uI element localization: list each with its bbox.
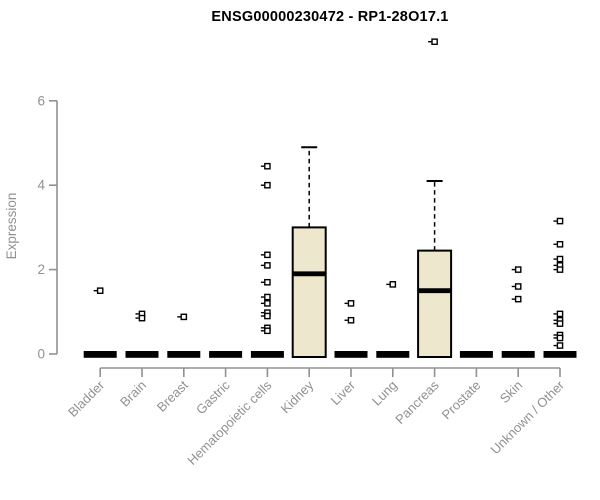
outlier-point [260, 162, 271, 170]
outlier-point [344, 300, 355, 307]
outlier-point [260, 300, 271, 307]
outlier-point [553, 266, 564, 273]
outlier-point [260, 293, 271, 301]
outlier-point [386, 281, 397, 288]
collapsed-box-bar [83, 351, 117, 358]
x-category-label-brain: Brain [117, 378, 149, 410]
boxplot-kidney [291, 146, 327, 358]
outlier-point [135, 314, 146, 322]
collapsed-box-bar [543, 351, 577, 358]
outlier-point [553, 240, 564, 248]
outlier-point [511, 283, 522, 290]
outlier-point [260, 181, 271, 189]
chart-title: ENSG00000230472 - RP1-28O17.1 [211, 9, 449, 25]
outlier-point [553, 217, 564, 225]
boxplot-hematopoietic-cells [250, 162, 284, 358]
boxplot-unknown-other [543, 217, 577, 358]
outlier-point [553, 342, 564, 349]
collapsed-box-bar [501, 351, 535, 358]
x-category-label-skin: Skin [497, 378, 525, 406]
collapsed-box-bar [125, 351, 159, 358]
outlier-point [93, 287, 104, 295]
boxplot-gastric [209, 351, 243, 358]
collapsed-box-bar [209, 351, 243, 358]
boxplot-skin [501, 266, 535, 358]
outlier-point [260, 312, 271, 320]
outlier-point [553, 310, 564, 318]
outlier-point [553, 255, 564, 263]
x-category-label-lung: Lung [369, 378, 400, 409]
x-category-label-breast: Breast [154, 377, 191, 414]
collapsed-box-bar [459, 351, 493, 358]
iqr-box [417, 249, 453, 358]
x-category-label-liver: Liver [328, 377, 359, 408]
x-category-label-gastric: Gastric [193, 377, 233, 417]
outlier-point [344, 316, 355, 324]
outlier-point [553, 320, 564, 327]
x-category-label-prostate: Prostate [439, 378, 484, 423]
x-category-label-kidney: Kidney [278, 377, 317, 416]
outlier-point [553, 334, 564, 342]
boxplot-brain [125, 310, 159, 358]
boxplot-prostate [459, 351, 493, 358]
y-tick-label: 0 [37, 347, 45, 362]
y-axis-label: Expression [4, 193, 19, 260]
y-axis: 0 2 4 6 [37, 93, 58, 362]
collapsed-box-bar [167, 351, 201, 358]
outlier-point [260, 327, 271, 335]
outlier-point [260, 251, 271, 259]
x-category-label-unknown-other: Unknown / Other [488, 377, 568, 457]
outlier-point [428, 38, 438, 46]
y-tick-label: 4 [37, 178, 45, 193]
y-tick-label: 6 [37, 93, 45, 108]
outlier-point [260, 278, 271, 286]
boxplot-lung [376, 281, 410, 358]
outlier-point [260, 262, 271, 269]
iqr-box [291, 226, 327, 358]
boxplot-bladder [83, 287, 117, 358]
outlier-point [511, 295, 522, 303]
y-tick-label: 2 [37, 262, 45, 277]
boxplot-breast [167, 313, 201, 358]
boxplot-liver [334, 300, 368, 358]
x-category-label-bladder: Bladder [65, 377, 108, 420]
outlier-point [511, 266, 522, 273]
boxplot-pancreas [417, 38, 453, 358]
outlier-point [177, 313, 188, 321]
collapsed-box-bar [334, 351, 368, 358]
collapsed-box-bar [250, 351, 284, 358]
x-category-label-pancreas: Pancreas [392, 377, 442, 427]
collapsed-box-bar [376, 351, 410, 358]
